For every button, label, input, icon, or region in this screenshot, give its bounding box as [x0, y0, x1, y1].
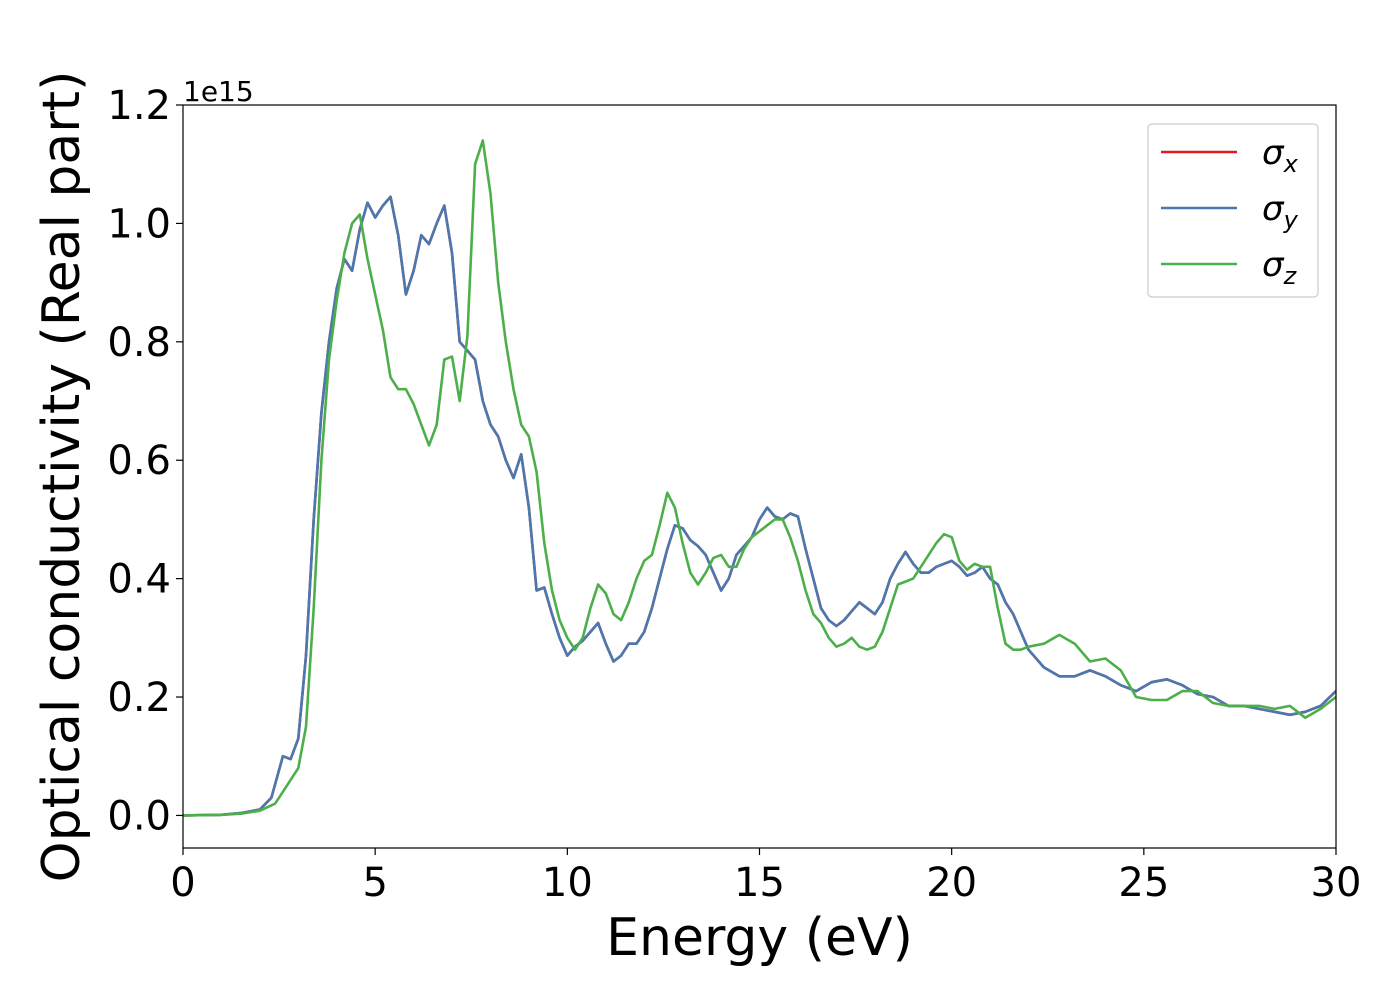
y-tick-label: 0.8	[107, 320, 171, 366]
y-tick-label: 0.6	[107, 438, 171, 484]
x-tick-label: 20	[926, 860, 977, 906]
series-line-y	[183, 195, 1336, 817]
legend: σx σy σz	[1147, 123, 1319, 298]
y-tick-label: 0.4	[107, 557, 171, 603]
legend-frame	[1147, 123, 1319, 298]
y-tick-label: 0.0	[107, 793, 171, 839]
y-tick-label: 1.2	[107, 83, 171, 129]
y-tick-label: 0.2	[107, 675, 171, 721]
y-axis-title: Optical conductivity (Real part)	[32, 71, 92, 883]
x-tick-label: 10	[542, 860, 593, 906]
y-tick-label: 1.0	[107, 201, 171, 247]
x-tick-label: 15	[734, 860, 785, 906]
legend-label-x: σx	[1262, 133, 1299, 178]
series-layer	[183, 139, 1336, 817]
x-tick-label: 30	[1311, 860, 1362, 906]
x-tick-label: 25	[1118, 860, 1169, 906]
ticks-layer: 0 5 10 15 20 25 30 0.0 0.2 0.4 0.6 0.8 1.0 1.2	[107, 83, 1361, 906]
series-line-z	[183, 139, 1336, 817]
x-tick-label: 5	[362, 860, 387, 906]
y-offset-label: 1e15	[183, 75, 254, 108]
legend-label-y: σy	[1262, 189, 1299, 234]
legend-label-z: σz	[1262, 245, 1298, 290]
x-axis-title: Energy (eV)	[606, 908, 913, 968]
x-tick-label: 0	[170, 860, 195, 906]
